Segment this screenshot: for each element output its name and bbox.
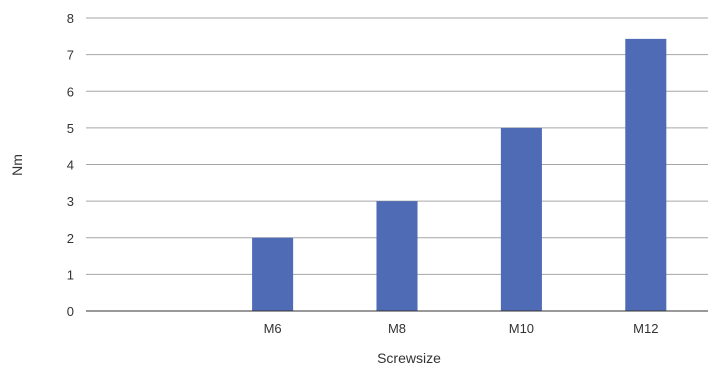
bar-m6 <box>252 237 294 311</box>
y-tick-label: 0 <box>67 304 74 319</box>
y-tick-label: 3 <box>67 194 74 209</box>
y-tick-label: 6 <box>67 84 74 99</box>
y-tick-label: 1 <box>67 267 74 282</box>
x-tick-label: M10 <box>509 321 534 336</box>
x-tick-label: M8 <box>388 321 406 336</box>
bars <box>252 38 667 311</box>
bar-m12 <box>625 38 667 311</box>
bar-m10 <box>500 127 542 311</box>
bar-m8 <box>376 201 418 311</box>
y-tick-label: 2 <box>67 231 74 246</box>
x-tick-label: M12 <box>633 321 658 336</box>
x-tick-label: M6 <box>264 321 282 336</box>
y-tick-label: 7 <box>67 48 74 63</box>
y-tick-label: 4 <box>67 158 74 173</box>
y-tick-labels: 0 1 2 3 4 5 6 7 8 <box>67 11 74 319</box>
y-tick-label: 5 <box>67 121 74 136</box>
y-axis-title: Nm <box>9 154 25 176</box>
x-axis-title: Screwsize <box>377 350 441 366</box>
y-tick-label: 8 <box>67 11 74 26</box>
x-tick-labels: M6 M8 M10 M12 <box>264 321 659 336</box>
